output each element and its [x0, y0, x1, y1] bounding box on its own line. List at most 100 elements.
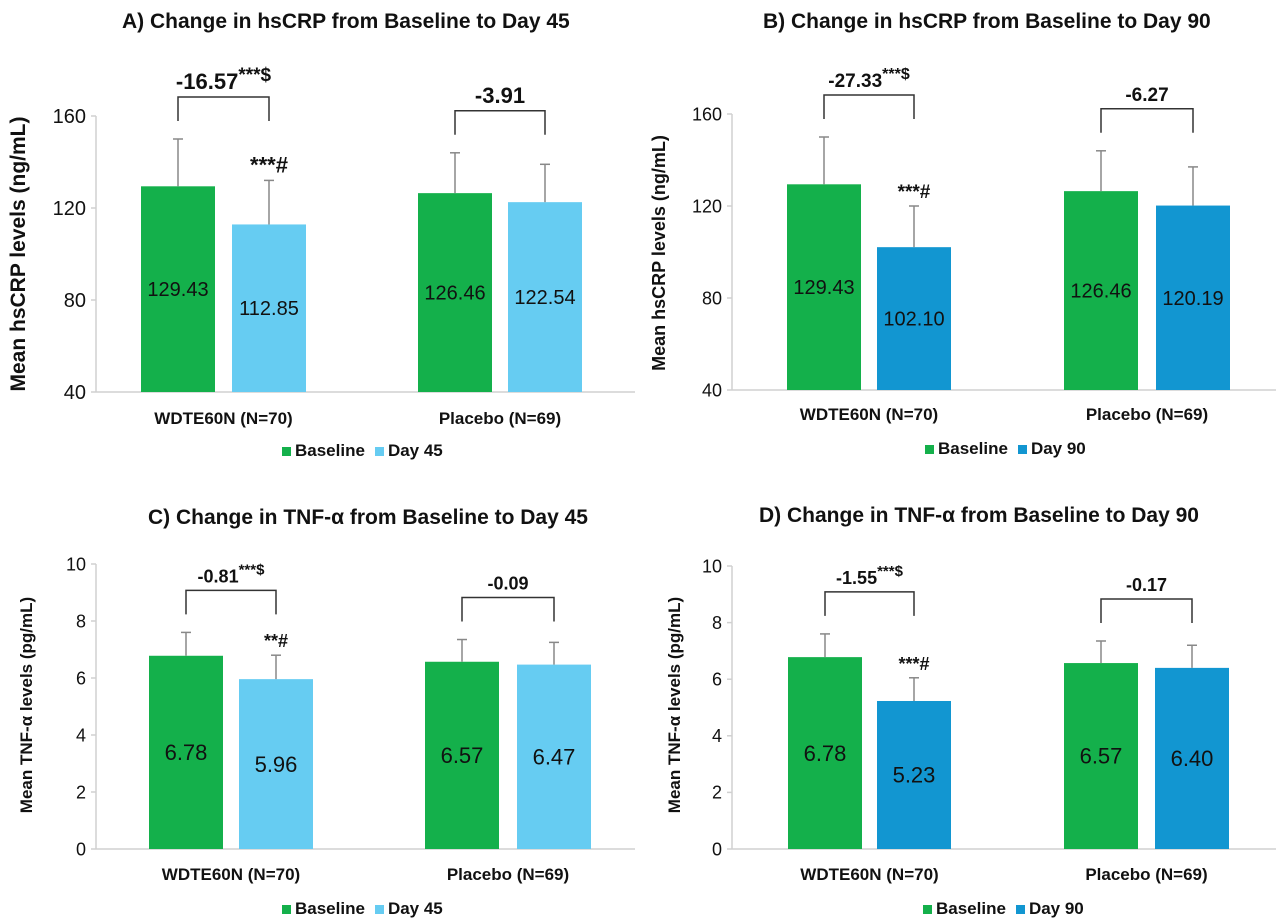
chart-legend: Baseline Day 45: [282, 899, 443, 919]
bar-value-label: 112.85: [239, 298, 299, 320]
chart-legend: Baseline Day 90: [923, 899, 1084, 919]
legend-label: Day 90: [1030, 439, 1086, 458]
legend-label: Day 90: [1028, 899, 1084, 918]
chart-title: D) Change in TNF-α from Baseline to Day …: [759, 504, 1199, 527]
comparison-bracket: [185, 589, 277, 615]
significance-mark: **#: [264, 631, 288, 651]
bar-value-label: 120.19: [1162, 288, 1223, 310]
x-category-label: WDTE60N (N=70): [800, 865, 938, 884]
bar-baseline: [141, 186, 215, 392]
comparison-bracket: [1100, 598, 1193, 623]
bracket-value: -1.55: [836, 568, 877, 588]
bar-baseline: [1064, 191, 1138, 390]
x-category-label: Placebo (N=69): [1085, 865, 1207, 884]
bracket-label: -27.33***$: [828, 66, 910, 92]
bracket-value: -0.81: [198, 566, 239, 586]
legend-swatch-followup: [374, 904, 384, 914]
bracket-label: -16.57***$: [176, 65, 272, 94]
x-category-label: Placebo (N=69): [439, 409, 561, 428]
x-category-label: Placebo (N=69): [1086, 405, 1208, 424]
bar-baseline: [418, 193, 492, 392]
comparison-bracket: [177, 96, 270, 121]
legend-label: Baseline: [295, 441, 365, 460]
bar-value-label: 129.43: [793, 277, 854, 299]
bar-value-label: 6.57: [441, 743, 484, 768]
legend-item-baseline: Baseline: [925, 439, 1008, 459]
x-category-label: WDTE60N (N=70): [800, 405, 938, 424]
chart-plot: 0 2 4 6 8 10 6.78 5.23 WDTE60N (N=70) ***# -1.55**…: [702, 556, 1276, 884]
y-tick-label: 8: [76, 611, 86, 631]
bar-value-label: 102.10: [883, 309, 944, 331]
chart-title: A) Change in hsCRP from Baseline to Day …: [122, 10, 570, 33]
bracket-label: -0.09: [487, 574, 528, 594]
bar-baseline: [788, 657, 862, 849]
bar-value-label: 122.54: [514, 287, 575, 309]
legend-swatch-followup: [1015, 904, 1025, 914]
legend-swatch-followup: [374, 446, 384, 456]
bar-followup: [517, 664, 591, 849]
bar-followup: [1155, 667, 1229, 849]
legend-item-baseline: Baseline: [923, 899, 1006, 919]
bracket-value: -27.33: [828, 71, 882, 92]
legend-item-followup: Day 45: [374, 899, 443, 919]
bar-value-label: 129.43: [147, 279, 208, 301]
legend-swatch-baseline: [923, 904, 932, 914]
x-category-label: WDTE60N (N=70): [154, 409, 292, 428]
bar-followup: [239, 679, 313, 849]
legend-item-baseline: Baseline: [282, 441, 365, 461]
bar-baseline: [1064, 663, 1138, 849]
y-tick-label: 6: [76, 668, 86, 688]
y-tick-label: 80: [702, 288, 722, 308]
bracket-value: -0.17: [1126, 575, 1167, 595]
x-category-label: WDTE60N (N=70): [162, 865, 300, 884]
y-tick-label: 2: [712, 783, 722, 803]
legend-swatch-followup: [1017, 444, 1027, 454]
chart-panel-c: C) Change in TNF-α from Baseline to Day …: [0, 470, 641, 921]
y-tick-label: 40: [64, 382, 86, 404]
bracket-value: -3.91: [475, 83, 525, 108]
legend-item-followup: Day 90: [1015, 899, 1084, 919]
bar-value-label: 6.47: [533, 745, 576, 770]
y-tick-label: 40: [702, 380, 722, 400]
chart-title: B) Change in hsCRP from Baseline to Day …: [763, 10, 1211, 33]
bar-value-label: 6.57: [1080, 744, 1123, 769]
legend-label: Baseline: [295, 899, 365, 918]
bar-followup: [1156, 205, 1230, 390]
y-tick-label: 4: [712, 726, 722, 746]
chart-title: C) Change in TNF-α from Baseline to Day …: [148, 506, 588, 529]
comparison-bracket: [454, 110, 546, 135]
bar-followup: [877, 700, 951, 849]
bracket-label: -0.81***$: [198, 561, 266, 586]
significance-mark: ***#: [250, 152, 288, 177]
chart-panel-a: A) Change in hsCRP from Baseline to Day …: [0, 0, 641, 470]
bar-baseline: [787, 184, 861, 390]
y-tick-label: 0: [712, 839, 722, 859]
legend-item-baseline: Baseline: [282, 899, 365, 919]
bracket-significance: ***$: [882, 66, 910, 83]
bracket-value: -6.27: [1125, 85, 1168, 106]
bar-value-label: 126.46: [1070, 281, 1131, 303]
bar-baseline: [149, 655, 223, 849]
legend-label: Baseline: [938, 439, 1008, 458]
bracket-label: -3.91: [475, 83, 525, 108]
bar-baseline: [425, 661, 499, 849]
comparison-bracket: [1100, 108, 1194, 133]
y-tick-label: 10: [702, 556, 722, 576]
y-tick-label: 80: [64, 290, 86, 312]
legend-swatch-baseline: [925, 444, 934, 454]
bracket-label: -6.27: [1125, 85, 1168, 106]
legend-item-followup: Day 45: [374, 441, 443, 461]
bar-value-label: 6.78: [165, 740, 208, 765]
x-category-label: Placebo (N=69): [447, 865, 569, 884]
significance-mark: ***#: [898, 182, 931, 203]
comparison-bracket: [824, 591, 915, 616]
bracket-significance: ***$: [239, 561, 266, 578]
chart-plot: 40 80 120 160 129.43 102.10 WDTE60N (N=70) ***#…: [692, 66, 1276, 424]
bracket-value: -16.57: [176, 69, 238, 94]
y-tick-label: 8: [712, 613, 722, 633]
bar-value-label: 6.40: [1171, 746, 1214, 771]
y-tick-label: 10: [66, 554, 86, 574]
chart-panel-d: D) Change in TNF-α from Baseline to Day …: [641, 470, 1282, 921]
y-tick-label: 0: [76, 839, 86, 859]
bar-followup: [508, 202, 582, 392]
